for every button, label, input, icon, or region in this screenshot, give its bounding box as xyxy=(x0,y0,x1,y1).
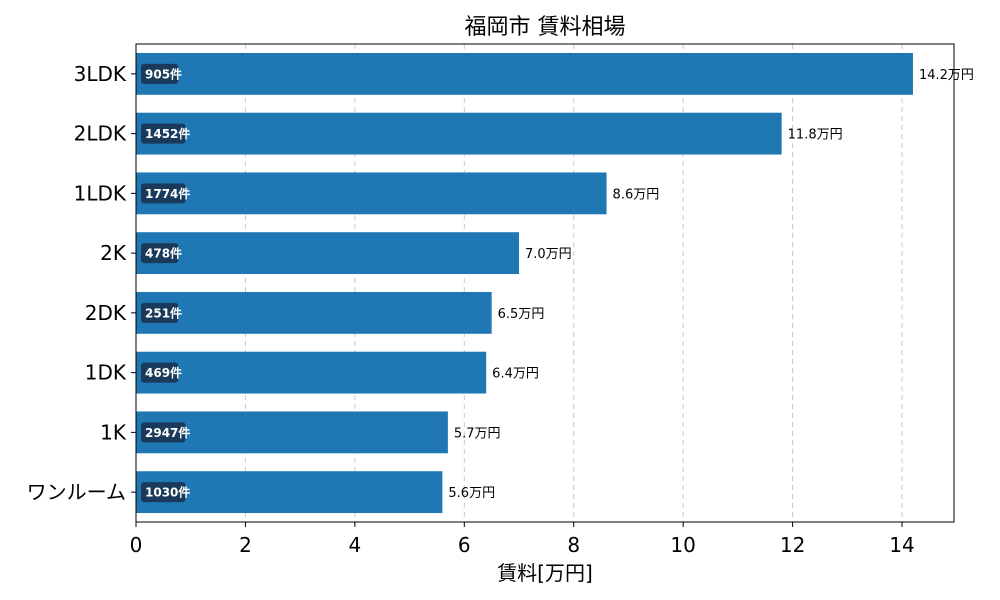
count-label: 469件 xyxy=(145,365,182,380)
value-label: 7.0万円 xyxy=(525,247,572,262)
category-label: 1DK xyxy=(85,361,127,385)
count-label: 1774件 xyxy=(145,186,190,201)
count-badge xyxy=(141,243,179,264)
value-label: 5.6万円 xyxy=(448,486,495,501)
plot-frame xyxy=(135,43,955,523)
count-badge xyxy=(141,422,186,443)
x-tick-label: 12 xyxy=(780,533,805,557)
count-badge xyxy=(141,302,179,323)
category-label: ワンルーム xyxy=(27,480,126,504)
value-label: 14.2万円 xyxy=(919,68,974,83)
bar xyxy=(136,411,448,454)
x-tick-label: 2 xyxy=(239,533,252,557)
category-label: 1LDK xyxy=(74,181,127,205)
bar xyxy=(136,291,492,334)
count-label: 478件 xyxy=(145,246,182,261)
value-label: 6.5万円 xyxy=(498,307,545,322)
count-label: 905件 xyxy=(145,66,182,81)
count-badge xyxy=(141,123,186,144)
category-label: 2K xyxy=(100,241,127,265)
x-axis: 0 2 4 6 8 10 12 14 xyxy=(130,522,915,557)
bar xyxy=(136,471,443,514)
count-label: 1452件 xyxy=(145,126,190,141)
value-label: 8.6万円 xyxy=(613,187,660,202)
x-tick-label: 14 xyxy=(889,533,914,557)
bar xyxy=(136,172,607,215)
x-axis-label: 賃料[万円] xyxy=(497,561,593,585)
x-tick-label: 0 xyxy=(130,533,143,557)
count-label: 2947件 xyxy=(145,425,190,440)
category-label: 2LDK xyxy=(74,122,127,146)
x-tick-label: 4 xyxy=(348,533,361,557)
chart-title: 福岡市 賃料相場 xyxy=(465,15,626,40)
category-label: 1K xyxy=(100,420,127,444)
category-label: 3LDK xyxy=(74,62,127,86)
count-label: 1030件 xyxy=(145,485,190,500)
count-label: 251件 xyxy=(145,305,182,320)
bar xyxy=(136,351,487,394)
x-tick-label: 8 xyxy=(567,533,580,557)
bar xyxy=(136,112,782,155)
x-tick-label: 10 xyxy=(670,533,695,557)
category-label: 2DK xyxy=(85,301,127,325)
bar xyxy=(136,232,520,275)
count-badge xyxy=(141,183,186,204)
x-tick-label: 6 xyxy=(458,533,471,557)
value-label: 11.8万円 xyxy=(788,128,843,143)
count-badge xyxy=(141,482,186,503)
value-label: 6.4万円 xyxy=(492,367,539,382)
count-badge xyxy=(141,362,179,383)
value-label: 5.7万円 xyxy=(454,426,501,441)
bar xyxy=(136,52,913,95)
bars: 14.2万円 905件 11.8万円 1452件 8.6万円 1774件 7.0万円 478件… xyxy=(136,52,974,514)
count-badge xyxy=(141,63,179,84)
y-axis: 3LDK 2LDK 1LDK 2K 2DK 1DK 1K ワンルーム xyxy=(27,62,136,504)
